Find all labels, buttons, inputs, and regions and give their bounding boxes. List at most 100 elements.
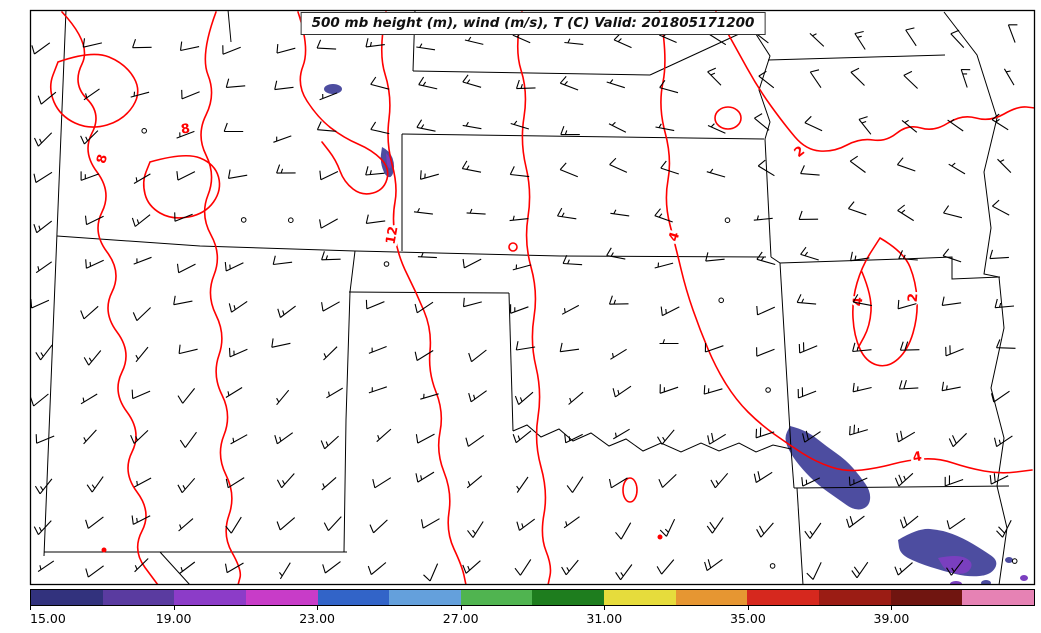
wind-barb	[132, 39, 152, 49]
wind-barb	[905, 27, 917, 47]
wind-barb	[515, 341, 536, 351]
wind-barb	[846, 515, 865, 528]
calm-wind-circle	[383, 261, 390, 267]
wind-barb	[515, 79, 536, 90]
wind-barb	[756, 347, 775, 357]
wind-barb	[461, 160, 482, 173]
wind-barb	[1003, 68, 1015, 86]
wind-barb	[37, 91, 57, 105]
wind-barb	[323, 346, 338, 361]
wind-barb	[368, 345, 387, 354]
wind-barb	[514, 391, 534, 406]
wind-barb	[659, 384, 679, 394]
contour-label: 12	[384, 225, 402, 245]
calm-wind-circle	[141, 128, 147, 134]
wind-barb	[319, 170, 339, 181]
wind-barb	[468, 349, 487, 363]
wind-barb	[415, 471, 435, 483]
wind-barb	[608, 121, 627, 133]
wind-barb	[319, 218, 338, 229]
wind-barb	[516, 476, 529, 493]
wind-barb	[177, 388, 196, 404]
wind-barb	[30, 298, 50, 309]
wind-barb	[316, 121, 337, 132]
wind-barb	[462, 74, 482, 88]
calm-wind-circle	[769, 563, 776, 569]
wind-barb	[660, 306, 680, 317]
wind-barb	[466, 208, 486, 215]
wind-barb	[222, 45, 241, 55]
wind-barb	[510, 120, 530, 130]
wind-barb	[990, 390, 1010, 403]
wind-barb	[130, 91, 150, 98]
wind-barb	[852, 294, 873, 307]
wind-barb	[176, 130, 195, 139]
wind-barb	[608, 477, 628, 489]
wind-barb	[365, 166, 385, 176]
wind-barb	[228, 347, 248, 358]
wind-barb	[225, 516, 242, 534]
wind-barb	[132, 307, 151, 321]
wind-barb	[802, 430, 821, 443]
wind-barb	[756, 305, 776, 316]
wind-barb	[370, 121, 390, 135]
wind-barb	[326, 387, 343, 399]
wind-barb	[848, 476, 868, 487]
wind-barb	[950, 29, 965, 48]
wind-barb	[365, 299, 385, 310]
calm-wind-circle	[724, 217, 731, 223]
wind-barb	[704, 342, 724, 353]
colorbar-segment	[675, 590, 748, 605]
wind-barb	[809, 32, 825, 47]
contour-label: 4	[666, 230, 683, 243]
wind-barb	[173, 295, 193, 306]
wind-barb	[365, 214, 386, 224]
wind-barb	[418, 76, 438, 90]
wind-barb	[276, 473, 295, 489]
wind-barb	[756, 251, 776, 266]
wind-barb	[417, 252, 437, 259]
wind-barb	[800, 165, 820, 176]
wind-barb	[316, 39, 337, 50]
contour-layer	[49, 11, 1035, 585]
wind-barb	[944, 475, 964, 487]
wind-barb	[654, 208, 673, 223]
wind-barb	[797, 387, 817, 399]
wind-barb	[851, 561, 869, 579]
wind-barb	[564, 433, 583, 444]
wind-barb	[899, 341, 920, 351]
wind-barb	[993, 435, 1013, 448]
colorbar-segment	[245, 590, 318, 605]
contour-label: 4	[912, 449, 924, 465]
wind-barb	[276, 44, 296, 54]
colorbar-segment	[174, 590, 246, 605]
wind-barb	[610, 348, 627, 360]
wind-barb	[606, 79, 625, 89]
colorbar-tickmark	[173, 606, 175, 610]
wind-barb	[33, 220, 53, 234]
wind-barb	[560, 126, 580, 136]
wind-barb	[991, 113, 1009, 131]
wind-barb	[414, 301, 434, 314]
wind-barb	[230, 434, 248, 445]
wind-barb	[562, 254, 583, 266]
wind-barb	[657, 429, 675, 445]
wind-barb	[809, 69, 822, 89]
wind-barb	[559, 162, 579, 178]
wind-barb	[85, 259, 104, 269]
colorbar-tick-label: 15.00	[30, 611, 66, 626]
wind-barb	[376, 428, 392, 443]
wind-barb	[858, 116, 872, 135]
wind-barb	[754, 113, 770, 131]
wind-barb	[753, 471, 773, 483]
wind-barb	[80, 305, 99, 320]
wind-barb	[559, 76, 579, 91]
wind-barb	[462, 258, 482, 269]
wind-barb	[509, 215, 529, 222]
wind-barb	[606, 247, 626, 260]
wind-barb	[899, 515, 919, 529]
wind-barb	[134, 477, 152, 488]
wind-barb	[85, 516, 104, 529]
wind-barb	[704, 558, 723, 572]
